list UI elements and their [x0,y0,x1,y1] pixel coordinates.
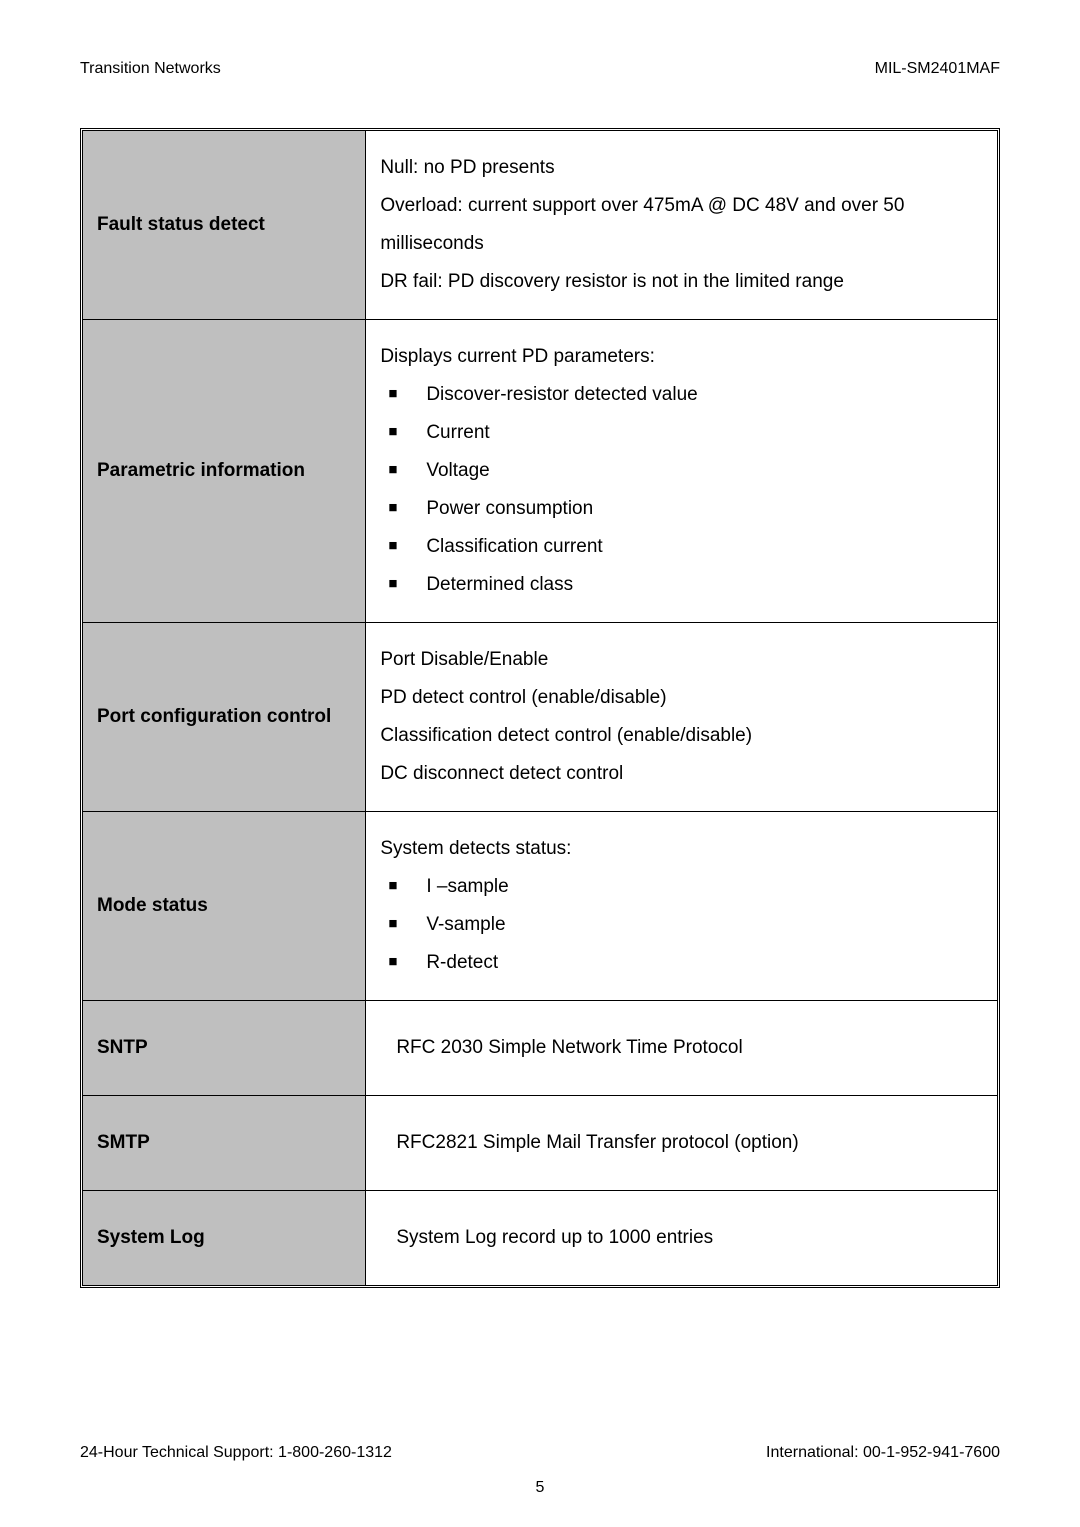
list-item: Discover-resistor detected value [386,376,983,414]
list-item: V-sample [386,906,983,944]
text-line: System Log record up to 1000 entries [396,1219,983,1257]
row-label: Port configuration control [83,623,366,811]
table-row: Mode status System detects status: I –sa… [83,812,997,1001]
row-content: Port Disable/Enable PD detect control (e… [366,623,997,811]
row-label: Parametric information [83,320,366,622]
header-right: MIL-SM2401MAF [875,60,1000,78]
footer-right: International: 00-1-952-941-7600 [766,1444,1000,1462]
row-content: Displays current PD parameters: Discover… [366,320,997,622]
text-line: DR fail: PD discovery resistor is not in… [380,263,983,301]
list-item: Power consumption [386,490,983,528]
list-item: Determined class [386,566,983,604]
list-heading: Displays current PD parameters: [380,338,983,376]
table-row: System Log System Log record up to 1000 … [83,1191,997,1285]
table-row: Parametric information Displays current … [83,320,997,623]
text-line: RFC2821 Simple Mail Transfer protocol (o… [396,1124,983,1162]
row-label: System Log [83,1191,366,1285]
list-item: Classification current [386,528,983,566]
list-heading: System detects status: [380,830,983,868]
page-number: 5 [0,1479,1080,1497]
table-row: SMTP RFC2821 Simple Mail Transfer protoc… [83,1096,997,1191]
row-content: Null: no PD presents Overload: current s… [366,131,997,319]
bullet-list: Discover-resistor detected value Current… [380,376,983,604]
text-line: Null: no PD presents [380,149,983,187]
list-item: Voltage [386,452,983,490]
row-label: SNTP [83,1001,366,1095]
page-header: Transition Networks MIL-SM2401MAF [80,60,1000,78]
text-line: Port Disable/Enable [380,641,983,679]
text-line: Classification detect control (enable/di… [380,717,983,755]
bullet-list: I –sample V-sample R-detect [380,868,983,982]
text-line: Overload: current support over 475mA @ D… [380,187,983,263]
text-line: RFC 2030 Simple Network Time Protocol [396,1029,983,1067]
list-item: Current [386,414,983,452]
table-row: SNTP RFC 2030 Simple Network Time Protoc… [83,1001,997,1096]
list-item: R-detect [386,944,983,982]
row-content: RFC 2030 Simple Network Time Protocol [366,1001,997,1095]
table-row: Port configuration control Port Disable/… [83,623,997,812]
row-content: System detects status: I –sample V-sampl… [366,812,997,1000]
row-label: Fault status detect [83,131,366,319]
row-label: SMTP [83,1096,366,1190]
row-label: Mode status [83,812,366,1000]
row-content: System Log record up to 1000 entries [366,1191,997,1285]
footer-left: 24-Hour Technical Support: 1-800-260-131… [80,1444,392,1462]
page-footer: 24-Hour Technical Support: 1-800-260-131… [80,1444,1000,1462]
list-item: I –sample [386,868,983,906]
row-content: RFC2821 Simple Mail Transfer protocol (o… [366,1096,997,1190]
table-row: Fault status detect Null: no PD presents… [83,131,997,320]
header-left: Transition Networks [80,60,221,78]
text-line: DC disconnect detect control [380,755,983,793]
spec-table: Fault status detect Null: no PD presents… [80,128,1000,1288]
text-line: PD detect control (enable/disable) [380,679,983,717]
